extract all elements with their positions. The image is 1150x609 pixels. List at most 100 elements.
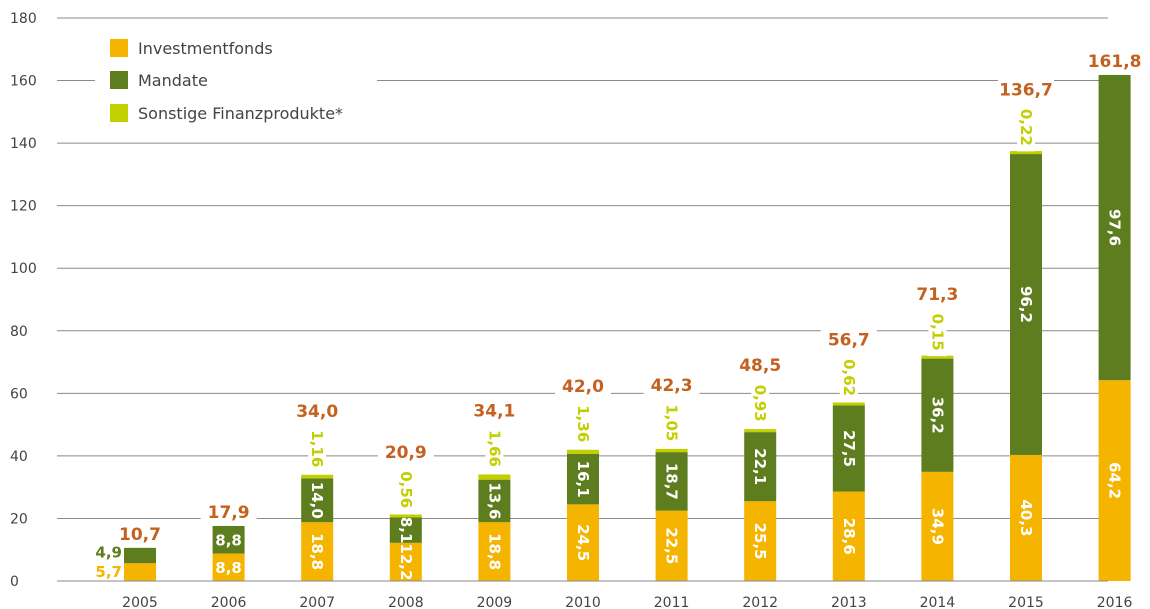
legend-swatch: [110, 39, 128, 57]
data-label: 0,93: [751, 385, 769, 422]
data-label: 25,5: [751, 523, 769, 560]
bar-segment: [124, 563, 156, 581]
bar-segment: [567, 449, 599, 455]
bar-segment: [389, 517, 422, 543]
bar-segment: [655, 448, 688, 453]
x-tick-label: 2016: [1097, 595, 1133, 609]
x-tick-label: 2007: [299, 595, 335, 609]
data-label: 13,6: [485, 482, 503, 519]
total-label-bg: [1086, 50, 1143, 71]
data-label: 12,2: [397, 543, 415, 580]
x-tick-label: 2014: [920, 595, 956, 609]
x-tick-label: 2009: [477, 595, 513, 609]
total-label: 71,3: [916, 285, 958, 305]
data-label: 18,8: [485, 533, 503, 570]
data-label-bg: [839, 353, 858, 402]
data-label: 96,2: [1017, 286, 1035, 323]
bar-segment: [301, 478, 334, 523]
bar-segment: [1010, 151, 1042, 155]
x-tick-label: 2006: [211, 595, 247, 609]
bar-segment: [389, 542, 422, 581]
data-label: 24,5: [574, 524, 592, 561]
data-label-bg: [1017, 103, 1035, 152]
y-tick-label: 120: [10, 199, 37, 215]
legend-swatch: [110, 71, 128, 89]
y-tick-label: 80: [10, 324, 28, 340]
total-label: 34,0: [296, 402, 338, 422]
bar-segment: [212, 553, 245, 581]
data-label-bg: [751, 379, 770, 428]
bar-segment: [478, 474, 511, 480]
data-label: 16,1: [574, 461, 592, 498]
data-label: 14,0: [308, 482, 326, 519]
bar-segment: [212, 525, 245, 554]
data-label: 4,9: [95, 544, 122, 562]
data-label: 8,8: [215, 532, 242, 550]
bar-segment: [744, 429, 777, 433]
data-label-bg: [396, 465, 415, 514]
bar-segment: [921, 358, 954, 472]
y-tick-label: 0: [10, 574, 19, 590]
bar-segment: [1010, 154, 1042, 455]
data-label: 40,3: [1017, 499, 1035, 536]
data-label-bg: [928, 308, 947, 357]
data-label: 22,5: [663, 527, 681, 564]
data-label: 8,8: [215, 559, 242, 577]
x-tick-label: 2010: [565, 595, 601, 609]
total-label: 42,0: [562, 377, 604, 397]
data-label: 28,6: [840, 518, 858, 555]
bar-segment: [1098, 74, 1131, 381]
bar-segment: [655, 452, 688, 511]
data-label: 22,1: [751, 448, 769, 485]
total-label-bg: [909, 284, 966, 305]
x-tick-label: 2015: [1008, 595, 1044, 609]
data-label: 1,36: [574, 405, 592, 442]
x-tick-label: 2011: [654, 595, 690, 609]
data-label-bg: [574, 399, 592, 448]
data-label-bg: [308, 424, 327, 473]
total-label-bg: [466, 400, 523, 421]
legend-label: Mandate: [138, 71, 208, 90]
y-tick-label: 40: [10, 449, 28, 465]
total-label-bg: [732, 355, 789, 376]
data-label: 5,7: [95, 563, 122, 581]
total-label: 42,3: [651, 376, 693, 396]
data-label-bg: [485, 424, 504, 473]
y-tick-label: 20: [10, 511, 28, 527]
data-label: 1,05: [663, 404, 681, 441]
bar-segment: [832, 491, 865, 581]
bar-segment: [655, 510, 688, 581]
data-label: 0,62: [840, 359, 858, 396]
total-label-bg: [377, 441, 434, 462]
legend-swatch: [110, 104, 128, 122]
data-label: 0,15: [928, 314, 946, 351]
bar-segment: [832, 405, 865, 492]
bar-segment: [301, 522, 334, 581]
x-tick-label: 2012: [742, 595, 778, 609]
total-label: 20,9: [385, 443, 427, 463]
bar-segment: [1098, 380, 1131, 581]
total-label: 161,8: [1088, 52, 1142, 72]
y-tick-label: 60: [10, 386, 28, 402]
y-tick-label: 100: [10, 261, 37, 277]
data-label: 8,1: [397, 517, 415, 544]
total-label: 48,5: [739, 356, 781, 376]
data-label: 1,16: [308, 430, 326, 467]
x-tick-label: 2013: [831, 595, 867, 609]
bar-segment: [478, 522, 511, 581]
total-label: 136,7: [999, 80, 1053, 100]
bar-segment: [832, 402, 865, 406]
data-label: 97,6: [1106, 209, 1124, 246]
total-label-bg: [289, 400, 346, 421]
data-label: 27,5: [840, 430, 858, 467]
y-tick-label: 140: [10, 136, 37, 152]
total-label: 56,7: [828, 331, 870, 351]
bar-segment: [921, 471, 954, 581]
bar-segment: [567, 454, 599, 505]
bar-segment: [921, 355, 954, 359]
data-label: 0,56: [397, 471, 415, 508]
y-tick-label: 180: [10, 11, 37, 27]
total-label-bg: [643, 374, 700, 395]
total-label-bg: [555, 375, 611, 396]
